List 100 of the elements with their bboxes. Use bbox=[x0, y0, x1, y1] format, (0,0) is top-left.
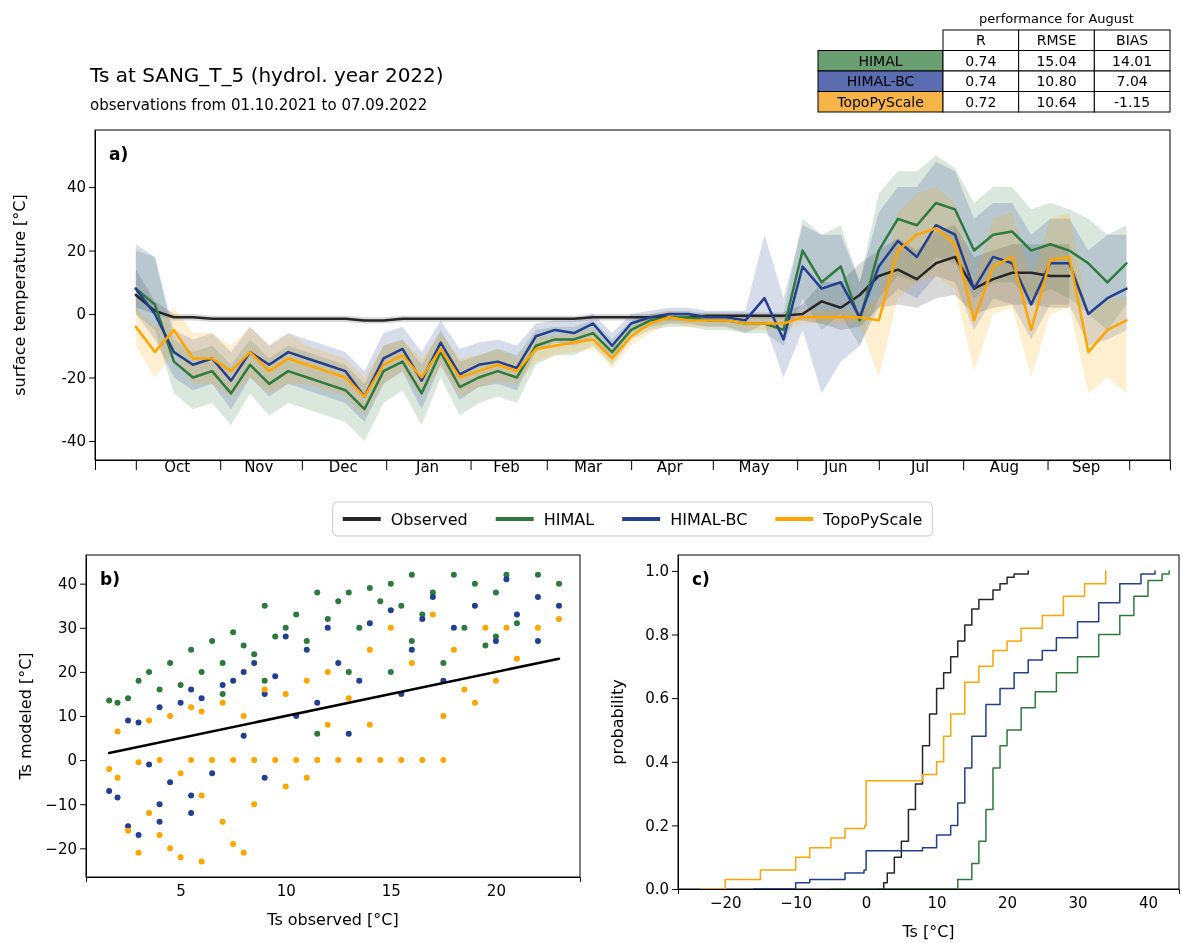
x-tick-label: 10 bbox=[927, 893, 947, 912]
point bbox=[408, 638, 415, 645]
x-tick-label: Nov bbox=[244, 458, 274, 476]
y-tick-label: -40 bbox=[61, 432, 86, 451]
point bbox=[461, 624, 468, 631]
text: -1.15 bbox=[1114, 93, 1151, 110]
point bbox=[513, 655, 520, 662]
x-tick-label: −20 bbox=[709, 893, 742, 912]
point bbox=[482, 642, 489, 649]
point bbox=[398, 602, 405, 609]
x-tick-label: 0 bbox=[861, 893, 872, 912]
point bbox=[125, 823, 132, 830]
point bbox=[450, 646, 457, 653]
chart-subtitle: observations from 01.10.2021 to 07.09.2022 bbox=[90, 96, 428, 114]
point bbox=[513, 620, 520, 627]
point bbox=[135, 677, 142, 684]
point bbox=[167, 713, 174, 719]
point bbox=[261, 686, 268, 693]
point bbox=[324, 721, 331, 728]
x-tick-label: 15 bbox=[381, 881, 401, 900]
point bbox=[293, 611, 300, 618]
point bbox=[345, 589, 352, 596]
point bbox=[156, 832, 163, 839]
point bbox=[209, 638, 216, 645]
point bbox=[230, 840, 237, 847]
point bbox=[251, 651, 258, 658]
point bbox=[555, 602, 562, 609]
point bbox=[240, 642, 247, 649]
point bbox=[167, 660, 174, 667]
point bbox=[177, 770, 184, 777]
point bbox=[156, 686, 163, 693]
point bbox=[219, 699, 226, 706]
point bbox=[125, 695, 132, 702]
x-tick-label: Mar bbox=[573, 458, 604, 476]
point bbox=[125, 717, 132, 724]
point bbox=[377, 598, 384, 605]
x-tick-label: Oct bbox=[164, 458, 191, 476]
legend-label: Observed bbox=[390, 510, 468, 529]
point bbox=[261, 602, 268, 609]
point bbox=[167, 779, 174, 786]
text: 7.04 bbox=[1116, 73, 1148, 90]
point bbox=[303, 774, 310, 781]
y-tick-label: -20 bbox=[61, 368, 86, 387]
y-axis-title: surface temperature [°C] bbox=[10, 194, 29, 396]
point bbox=[314, 730, 321, 737]
point bbox=[314, 589, 321, 596]
y-tick-label: 20 bbox=[57, 663, 77, 682]
legend-label: HIMAL bbox=[543, 510, 595, 529]
point bbox=[188, 686, 195, 693]
point bbox=[513, 611, 520, 618]
y-tick-label: 1.0 bbox=[645, 562, 669, 581]
point bbox=[503, 624, 510, 631]
category-label: TopoPyScale bbox=[836, 93, 924, 110]
point bbox=[324, 615, 331, 622]
x-tick-label: 10 bbox=[276, 881, 296, 900]
point bbox=[335, 660, 342, 667]
y-tick-label: 0.8 bbox=[645, 625, 669, 644]
point bbox=[177, 699, 184, 706]
point bbox=[356, 624, 363, 631]
point bbox=[114, 794, 121, 801]
point bbox=[450, 624, 457, 631]
x-tick-label: Sep bbox=[1071, 458, 1101, 476]
point bbox=[240, 732, 247, 739]
x-tick-label: 30 bbox=[1068, 893, 1088, 912]
point bbox=[429, 611, 436, 618]
x-tick-label: May bbox=[738, 458, 770, 476]
x-tick-label: 40 bbox=[1138, 893, 1159, 912]
y-tick-label: 40 bbox=[57, 574, 77, 593]
y-axis-title: Ts modeled [°C] bbox=[16, 652, 35, 781]
point bbox=[188, 646, 195, 653]
text: 10.64 bbox=[1036, 93, 1077, 110]
point bbox=[366, 646, 373, 653]
point bbox=[377, 757, 384, 764]
point bbox=[471, 699, 478, 706]
point bbox=[419, 615, 426, 622]
point bbox=[272, 633, 279, 640]
y-tick-label: 0.6 bbox=[645, 689, 669, 708]
point bbox=[114, 699, 121, 706]
x-axis-title: Ts [°C] bbox=[901, 922, 955, 941]
point bbox=[198, 708, 205, 715]
y-tick-label: 0.4 bbox=[645, 753, 669, 772]
y-tick-label: 30 bbox=[57, 619, 77, 638]
point bbox=[387, 668, 394, 675]
point bbox=[230, 629, 237, 636]
legend-label: TopoPyScale bbox=[822, 510, 923, 529]
point bbox=[440, 713, 447, 719]
point bbox=[324, 668, 331, 675]
point bbox=[156, 818, 163, 825]
point bbox=[387, 580, 394, 587]
y-tick-label: −20 bbox=[45, 839, 77, 858]
point bbox=[261, 677, 268, 684]
point bbox=[398, 757, 405, 764]
point bbox=[303, 677, 310, 684]
text: 0.72 bbox=[965, 93, 997, 110]
point bbox=[188, 792, 195, 799]
category-label: RMSE bbox=[1036, 32, 1077, 49]
text: 0.74 bbox=[965, 73, 997, 90]
x-tick-label: −10 bbox=[780, 893, 812, 912]
point bbox=[219, 690, 226, 697]
point bbox=[492, 589, 499, 596]
